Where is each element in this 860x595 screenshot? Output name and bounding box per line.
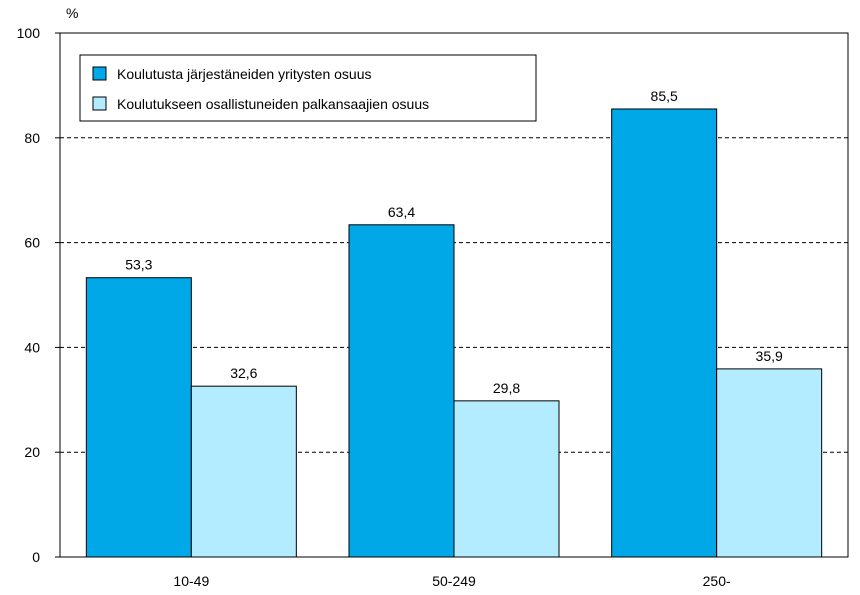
x-tick-label: 10-49 [173,573,209,589]
bar [348,224,455,558]
legend-box [79,54,537,122]
data-label: 29,8 [493,380,520,396]
data-label: 53,3 [125,257,152,273]
y-tick-label: 40 [24,339,40,355]
legend-entry-2: Koulutukseen osallistuneiden palkansaaji… [92,96,429,112]
bar [85,277,192,558]
bars: 53,3 32,6 63,4 29,8 85,5 35,9 [85,88,823,558]
data-label: 35,9 [756,348,783,364]
y-tick-label: 60 [24,235,40,251]
legend-swatch-2 [92,96,107,111]
bar [611,108,718,558]
legend-label-1: Koulutusta järjestäneiden yritysten osuu… [117,66,371,82]
x-tick-label: 250- [703,573,731,589]
x-axis: 10-49 50-249 250- [173,573,731,589]
y-axis: 0 20 40 60 80 100 [17,25,60,565]
data-label: 85,5 [651,88,678,104]
bar [190,385,297,558]
legend-label-2: Koulutukseen osallistuneiden palkansaaji… [117,96,429,112]
y-tick-label: 20 [24,444,40,460]
legend-entry-1: Koulutusta järjestäneiden yritysten osuu… [92,66,371,82]
y-tick-label: 0 [32,549,40,565]
y-tick-label: 100 [17,25,41,41]
legend: Koulutusta järjestäneiden yritysten osuu… [79,54,537,122]
y-tick-label: 80 [24,130,40,146]
legend-swatch-1 [92,66,107,81]
plot-frame [59,32,849,558]
y-unit-label: % [66,5,78,21]
bar [716,368,823,558]
data-label: 63,4 [388,204,415,220]
x-tick-label: 50-249 [432,573,476,589]
data-label: 32,6 [230,365,257,381]
bar [453,400,560,558]
